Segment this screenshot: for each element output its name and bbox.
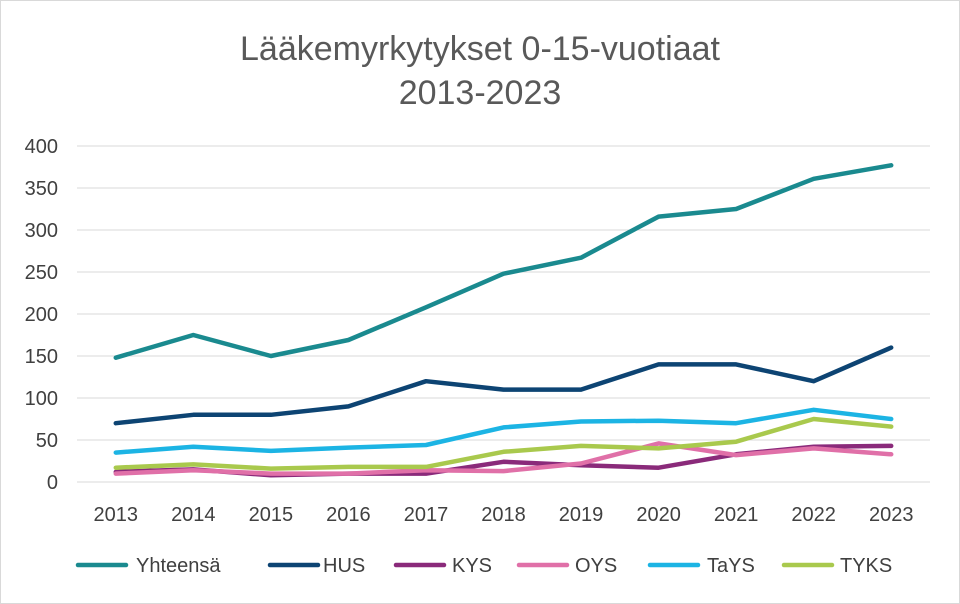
series-lines xyxy=(113,163,894,478)
legend-item: TaYS xyxy=(647,555,755,577)
legend-label: KYS xyxy=(452,555,492,577)
series-line-tays xyxy=(113,407,894,455)
legend-label: TYKS xyxy=(840,555,892,577)
y-tick-label: 400 xyxy=(25,136,58,158)
x-tick-label: 2021 xyxy=(714,504,759,526)
x-tick-label: 2020 xyxy=(636,504,681,526)
legend-item: OYS xyxy=(516,555,617,577)
series-line-tyks xyxy=(113,416,894,471)
y-tick-label: 50 xyxy=(36,430,58,452)
y-tick-label: 300 xyxy=(25,220,58,242)
x-tick-label: 2022 xyxy=(791,504,836,526)
series-line-hus xyxy=(113,345,894,426)
x-axis-ticks: 2013 2014 2015 2016 2017 2018 2019 2020 2021 2022… xyxy=(94,504,914,526)
y-tick-label: 150 xyxy=(25,346,58,368)
chart-title: Lääkemyrkytykset 0-15-vuotiaat xyxy=(240,30,721,68)
legend-label: TaYS xyxy=(707,555,755,577)
series-line-oys xyxy=(113,441,894,476)
x-tick-label: 2019 xyxy=(559,504,604,526)
legend-label: OYS xyxy=(575,555,617,577)
legend: Yhteensä HUS KYS OYS TaYS TYKS xyxy=(75,555,892,577)
x-tick-label: 2018 xyxy=(481,504,526,526)
y-tick-label: 350 xyxy=(25,178,58,200)
legend-item: KYS xyxy=(393,555,492,577)
legend-item: Yhteensä xyxy=(75,555,221,577)
legend-label: Yhteensä xyxy=(136,555,221,577)
y-tick-label: 100 xyxy=(25,388,58,410)
y-tick-label: 250 xyxy=(25,262,58,284)
gridlines xyxy=(77,145,930,483)
x-tick-label: 2014 xyxy=(171,504,216,526)
chart-subtitle: 2013-2023 xyxy=(399,74,562,112)
x-tick-label: 2016 xyxy=(326,504,371,526)
x-tick-label: 2015 xyxy=(249,504,294,526)
legend-label: HUS xyxy=(323,555,365,577)
x-tick-label: 2013 xyxy=(94,504,139,526)
x-tick-label: 2017 xyxy=(404,504,449,526)
x-tick-label: 2023 xyxy=(869,504,914,526)
y-axis-ticks: 0 50 100 150 200 250 300 350 400 xyxy=(25,136,58,494)
y-tick-label: 0 xyxy=(47,472,58,494)
legend-item: TYKS xyxy=(781,555,892,577)
legend-item: HUS xyxy=(267,555,365,577)
series-line-yhteensä xyxy=(113,163,894,360)
y-tick-label: 200 xyxy=(25,304,58,326)
